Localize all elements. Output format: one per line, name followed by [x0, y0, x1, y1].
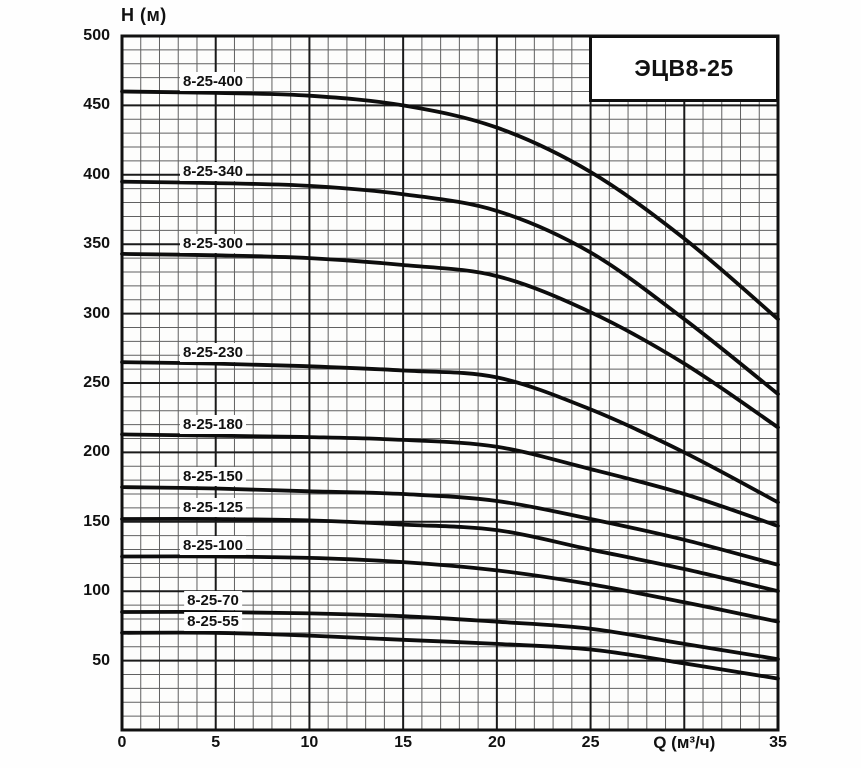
curve-label-8-25-55: 8-25-55: [184, 611, 242, 631]
y-tick-50: 50: [92, 651, 110, 669]
y-tick-500: 500: [83, 27, 110, 44]
x-tick-10: 10: [300, 734, 319, 751]
curve-8-25-55: [120, 630, 780, 681]
x-tick-25: 25: [581, 734, 600, 751]
x-tick-20: 20: [487, 734, 506, 751]
y-tick-200: 200: [83, 443, 110, 461]
curve-8-25-100: [120, 554, 780, 624]
chart-title-box: ЭЦВ8-25: [589, 35, 779, 102]
chart-title: ЭЦВ8-25: [634, 55, 734, 81]
curve-label-8-25-100: 8-25-100: [179, 535, 247, 555]
curve-label-8-25-125: 8-25-125: [179, 498, 247, 518]
y-tick-400: 400: [83, 165, 110, 183]
y-tick-350: 350: [83, 235, 110, 253]
curve-label-8-25-340: 8-25-340: [179, 162, 247, 182]
y-tick-450: 450: [83, 96, 110, 114]
curve-8-25-150: [120, 485, 780, 567]
curve-label-8-25-70: 8-25-70: [184, 591, 242, 611]
curve-8-25-400: [120, 89, 780, 322]
x-tick-5: 5: [211, 734, 221, 751]
y-tick-250: 250: [83, 374, 110, 391]
x-tick-35: 35: [769, 734, 787, 751]
curve-label-8-25-180: 8-25-180: [179, 414, 247, 434]
curve-8-25-125: [120, 517, 780, 594]
curve-label-8-25-150: 8-25-150: [179, 467, 247, 487]
curve-label-8-25-300: 8-25-300: [179, 234, 247, 254]
y-axis-title: H (м): [121, 5, 167, 25]
curve-8-25-230: [120, 360, 780, 505]
x-tick-0: 0: [117, 734, 127, 751]
pump-curves: [120, 89, 780, 681]
x-axis-title: Q (м³/ч): [653, 733, 716, 752]
x-tick-15: 15: [394, 734, 413, 751]
curve-8-25-300: [120, 252, 780, 430]
y-tick-300: 300: [83, 304, 110, 322]
y-tick-100: 100: [83, 582, 110, 600]
curve-8-25-180: [120, 432, 780, 528]
curve-8-25-340: [120, 179, 780, 396]
curve-label-8-25-400: 8-25-400: [179, 71, 247, 91]
plot-frame: [120, 34, 780, 732]
y-tick-150: 150: [83, 512, 110, 530]
curve-label-8-25-230: 8-25-230: [179, 342, 247, 362]
